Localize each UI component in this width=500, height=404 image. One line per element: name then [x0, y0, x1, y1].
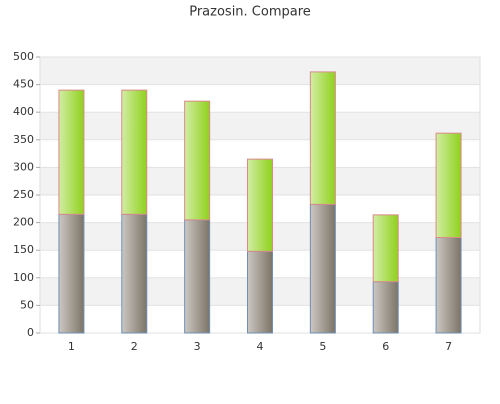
y-tick-label: 150: [13, 243, 34, 256]
bar-segment: [309, 203, 336, 334]
x-tick-label: 4: [257, 340, 264, 353]
y-tick-label: 450: [13, 78, 34, 91]
chart-title: Prazosin. Compare: [189, 5, 311, 20]
bar-segment: [435, 132, 462, 239]
y-tick-label: 0: [27, 326, 34, 339]
y-tick-label: 350: [13, 133, 34, 146]
x-tick-label: 2: [131, 340, 138, 353]
y-tick-label: 400: [13, 105, 34, 118]
x-tick-label: 7: [445, 340, 452, 353]
y-tick-label: 300: [13, 160, 34, 173]
bar-segment: [372, 281, 399, 334]
bar-segment: [121, 89, 148, 215]
y-tick-label: 50: [20, 298, 34, 311]
x-tick-label: 5: [319, 340, 326, 353]
bar-segment: [309, 71, 336, 205]
bar-segment: [184, 100, 211, 221]
grid-band: [40, 57, 480, 85]
grid-band: [40, 112, 480, 140]
bar-segment: [58, 89, 85, 215]
y-tick-label: 500: [13, 50, 34, 63]
x-tick-label: 3: [194, 340, 201, 353]
y-tick-label: 100: [13, 271, 34, 284]
bar-segment: [247, 158, 273, 252]
bar-segment: [184, 219, 211, 334]
x-tick-label: 6: [382, 340, 389, 353]
bar-segment: [121, 213, 148, 334]
y-tick-label: 200: [13, 216, 34, 229]
x-tick-label: 1: [68, 340, 75, 353]
bar-segment: [435, 237, 462, 334]
bar-segment: [372, 214, 399, 283]
bar-segment: [58, 213, 85, 334]
y-tick-label: 250: [13, 188, 34, 201]
bar-segment: [247, 250, 273, 334]
